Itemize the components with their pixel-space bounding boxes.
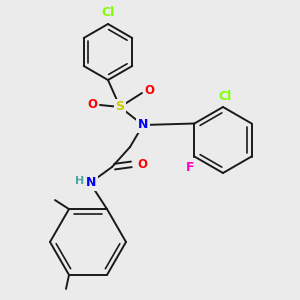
Text: Cl: Cl — [218, 89, 232, 103]
Text: Cl: Cl — [101, 7, 115, 20]
Text: S: S — [116, 100, 124, 113]
Text: O: O — [87, 98, 97, 112]
Text: N: N — [86, 176, 96, 190]
Text: O: O — [137, 158, 147, 170]
Text: F: F — [186, 161, 195, 174]
Text: N: N — [138, 118, 148, 131]
Text: H: H — [75, 176, 85, 186]
Text: O: O — [144, 85, 154, 98]
